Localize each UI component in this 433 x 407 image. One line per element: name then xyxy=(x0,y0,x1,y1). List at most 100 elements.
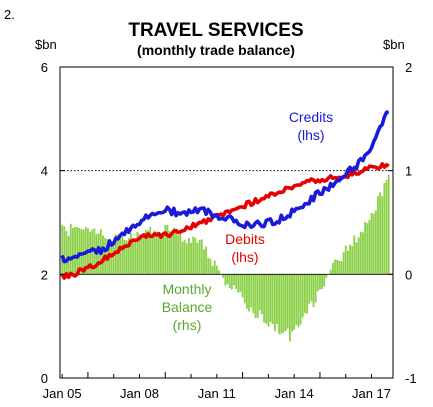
balance-bar xyxy=(78,227,81,275)
credits-label: Credits (lhs) xyxy=(289,109,333,143)
balance-bar xyxy=(112,242,115,275)
balance-bar xyxy=(119,238,122,275)
balance-bar xyxy=(286,274,289,329)
balance-bar xyxy=(314,274,317,303)
balance-bar xyxy=(211,266,214,275)
balance-bar xyxy=(224,274,227,286)
balance-bar xyxy=(312,274,315,308)
balance-bar xyxy=(338,260,341,275)
balance-bar xyxy=(310,274,313,302)
right-axis-tick-label: 2 xyxy=(405,60,412,75)
balance-bar xyxy=(145,230,147,275)
balance-bar xyxy=(192,236,195,275)
balance-bar xyxy=(179,232,182,275)
balance-bar xyxy=(340,261,343,275)
chart-title: TRAVEL SERVICES xyxy=(128,20,303,41)
balance-bar xyxy=(252,274,255,314)
balance-bar xyxy=(284,274,287,332)
balance-bar xyxy=(254,274,257,318)
balance-bar xyxy=(323,274,326,287)
balance-bar xyxy=(67,235,70,275)
balance-bar xyxy=(76,226,79,275)
right-axis-tick-label: -1 xyxy=(405,371,417,386)
balance-bar xyxy=(355,242,358,275)
balance-bar xyxy=(377,196,379,275)
balance-bar xyxy=(261,274,263,314)
balance-bar xyxy=(265,274,268,324)
balance-bar xyxy=(89,231,91,275)
balance-bar xyxy=(151,235,154,275)
balance-bar xyxy=(366,223,369,275)
balance-bar xyxy=(177,235,180,275)
balance-bar xyxy=(61,225,64,275)
balance-bar xyxy=(147,230,150,275)
balance-bar xyxy=(325,274,328,278)
balance-bar xyxy=(349,244,351,275)
balance-bar xyxy=(381,196,384,275)
debits-line xyxy=(60,162,390,280)
balance-bar xyxy=(164,225,167,275)
balance-bar xyxy=(248,274,250,312)
balance-bar xyxy=(319,274,321,290)
chart-subtitle: (monthly trade balance) xyxy=(137,42,295,58)
balance-bar xyxy=(198,240,201,275)
debits-label: Debits (lhs) xyxy=(225,231,265,265)
balance-bar xyxy=(160,234,162,275)
balance-bar xyxy=(65,231,68,275)
balance-bar xyxy=(125,240,128,275)
balance-bar xyxy=(331,263,334,275)
balance-bar xyxy=(301,274,304,318)
balance-bar xyxy=(218,270,220,275)
balance-bar xyxy=(170,235,173,275)
balance-bar xyxy=(379,192,382,275)
x-axis-tick-label: Jan 08 xyxy=(120,386,159,401)
balance-bar xyxy=(271,274,274,325)
balance-bar xyxy=(155,231,158,275)
balance-bar xyxy=(230,274,233,290)
left-axis-unit: $bn xyxy=(35,37,57,52)
balance-bar xyxy=(157,234,160,275)
left-axis-tick-label: 2 xyxy=(41,267,48,282)
balance-bar xyxy=(346,250,349,275)
balance-bar xyxy=(97,233,100,275)
balance-bar xyxy=(168,231,171,275)
balance-bar xyxy=(344,245,347,275)
figure-number: 2. xyxy=(4,7,15,22)
balance-bar xyxy=(276,274,278,325)
balance-bar xyxy=(172,227,175,275)
balance-bar xyxy=(142,235,145,275)
balance-bar xyxy=(183,239,186,275)
balance-bar xyxy=(357,237,360,275)
x-axis-tick-label: Jan 14 xyxy=(275,386,314,401)
x-axis-tick-label: Jan 17 xyxy=(352,386,391,401)
balance-bar xyxy=(129,233,132,275)
balance-bar xyxy=(353,235,356,275)
balance-bar xyxy=(149,226,152,275)
balance-bar xyxy=(110,241,113,275)
balance-bar xyxy=(291,274,293,332)
balance-bar xyxy=(123,239,126,275)
balance-bar xyxy=(239,274,242,292)
balance-bar xyxy=(316,274,319,292)
plot-frame xyxy=(59,66,394,379)
balance-bar xyxy=(102,235,104,275)
balance-bar xyxy=(308,274,311,304)
balance-bar xyxy=(336,259,339,275)
balance-bar xyxy=(362,232,364,275)
balance-bar xyxy=(368,220,371,275)
balance-bar xyxy=(162,233,165,275)
x-axis-tick-label: Jan 05 xyxy=(43,386,82,401)
balance-bar xyxy=(69,223,72,275)
balance-bar xyxy=(91,229,94,275)
balance-bar xyxy=(263,274,266,323)
balance-bar xyxy=(136,231,139,275)
balance-bar xyxy=(207,257,210,275)
balance-bar xyxy=(237,274,240,293)
balance-bar xyxy=(256,274,259,319)
balance-bar xyxy=(209,258,212,275)
balance-bar xyxy=(71,227,74,275)
balance-bar xyxy=(196,242,199,275)
balance-bar xyxy=(127,238,130,275)
balance-bar xyxy=(385,180,388,275)
